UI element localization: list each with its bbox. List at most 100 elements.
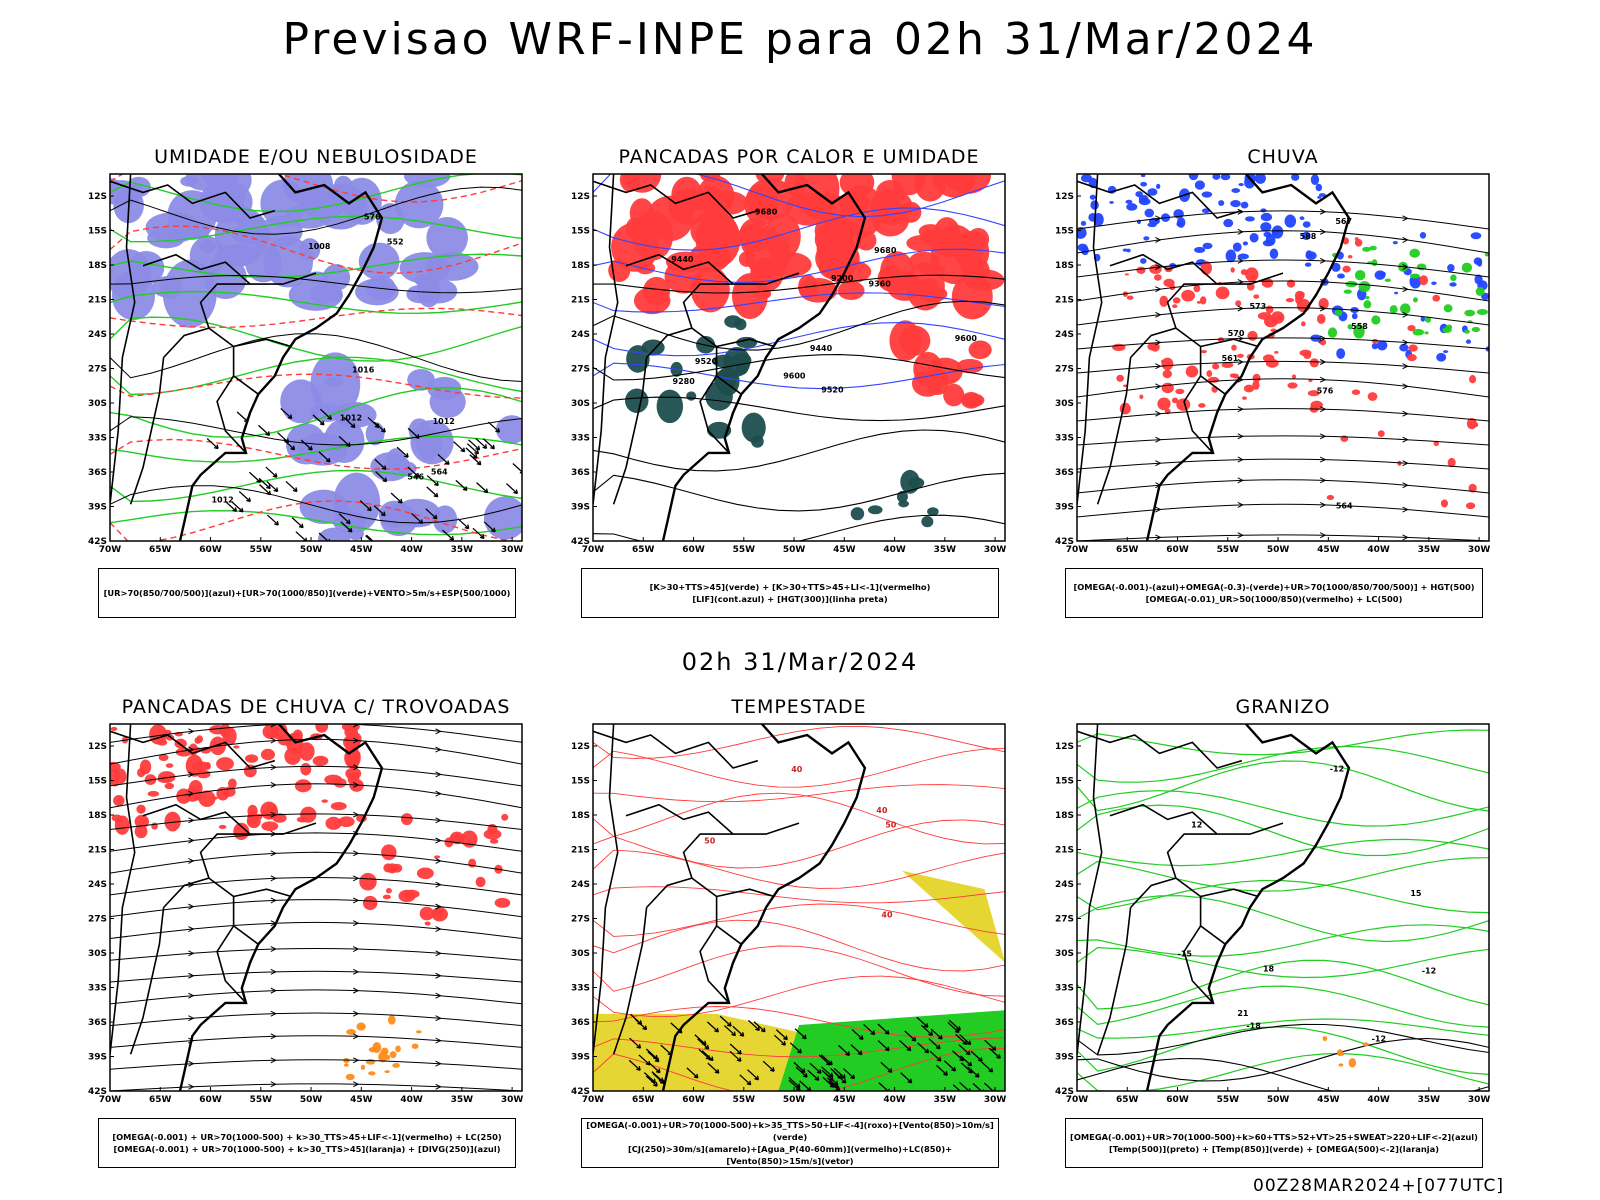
wind-vector bbox=[248, 471, 262, 483]
omega-green bbox=[1484, 252, 1489, 257]
streamline-arrow bbox=[1155, 534, 1162, 541]
wind-vector bbox=[917, 1042, 930, 1054]
lon-tick-label: 70W bbox=[1066, 545, 1089, 555]
omega-blue bbox=[1284, 214, 1297, 228]
lon-tick-label: 30W bbox=[501, 545, 524, 555]
wind-vector bbox=[935, 1064, 948, 1076]
storm-red bbox=[296, 816, 309, 823]
lat-tick-label: 12S bbox=[88, 192, 107, 202]
omega-orange bbox=[1322, 1035, 1328, 1042]
storm-red bbox=[403, 889, 420, 899]
lat-tick-label: 24S bbox=[571, 330, 590, 340]
wind-vector bbox=[482, 438, 495, 450]
green-contour bbox=[110, 290, 522, 315]
lat-tick-label: 24S bbox=[571, 880, 590, 890]
storm-orange bbox=[386, 1054, 391, 1060]
streamline-arrow bbox=[188, 728, 195, 735]
lat-tick-label: 30S bbox=[88, 949, 107, 959]
streamline-arrow bbox=[352, 782, 360, 788]
storm-red bbox=[382, 894, 391, 900]
omega-blue bbox=[1155, 183, 1161, 190]
lon-tick-label: 30W bbox=[501, 1095, 524, 1105]
green-contour bbox=[110, 215, 522, 243]
wind-vector bbox=[426, 486, 439, 498]
omega-red bbox=[1154, 274, 1162, 281]
omega-blue bbox=[1232, 242, 1242, 252]
state-border bbox=[682, 283, 734, 329]
storm-red bbox=[139, 759, 152, 775]
wind-vector bbox=[928, 1038, 941, 1050]
state-border bbox=[1166, 833, 1218, 879]
panel-title: PANCADAS DE CHUVA C/ TROVOADAS bbox=[121, 696, 511, 718]
streamline bbox=[1077, 307, 1489, 326]
instability-shade bbox=[927, 357, 963, 386]
wind-vector bbox=[266, 514, 279, 526]
lat-tick-label: 27S bbox=[1055, 915, 1074, 925]
omega-blue bbox=[1431, 281, 1437, 285]
jet-yellow bbox=[593, 1013, 799, 1091]
instability-shade bbox=[690, 211, 738, 250]
wind-vector bbox=[647, 1051, 660, 1063]
omega-blue bbox=[1379, 271, 1386, 277]
wind-vector bbox=[960, 1062, 973, 1074]
coastline bbox=[661, 724, 867, 1091]
lat-tick-label: 12S bbox=[571, 742, 590, 752]
storm-orange bbox=[411, 1043, 419, 1049]
streamline-arrow bbox=[1402, 482, 1409, 489]
streamline bbox=[110, 1059, 522, 1070]
lon-tick-label: 30W bbox=[984, 1095, 1007, 1105]
lon-tick-label: 40W bbox=[1367, 545, 1390, 555]
political-borders bbox=[1077, 174, 1351, 541]
streamline-arrow bbox=[270, 811, 277, 818]
streamline bbox=[110, 921, 522, 939]
state-border bbox=[593, 180, 759, 219]
wind-vector bbox=[468, 439, 481, 451]
lon-tick-label: 55W bbox=[250, 1095, 273, 1105]
lat-tick-label: 15S bbox=[1055, 227, 1074, 237]
wind-vector bbox=[747, 1019, 760, 1031]
omega-red bbox=[1215, 286, 1230, 300]
streamline bbox=[110, 970, 522, 983]
lon-tick-label: 55W bbox=[1217, 545, 1240, 555]
wind-vector bbox=[365, 534, 378, 541]
k-index-shade bbox=[686, 391, 697, 401]
lif-contour bbox=[593, 362, 1005, 390]
storm-orange bbox=[384, 1070, 390, 1074]
lon-tick-label: 30W bbox=[1468, 545, 1491, 555]
lat-tick-label: 27S bbox=[571, 915, 590, 925]
red-dashed-contour bbox=[110, 373, 522, 399]
instability-shade bbox=[754, 288, 772, 300]
lon-tick-label: 60W bbox=[682, 1095, 705, 1105]
lat-tick-label: 21S bbox=[571, 296, 590, 306]
lon-tick-label: 35W bbox=[934, 545, 957, 555]
storm-red bbox=[362, 895, 378, 911]
omega-red bbox=[1206, 370, 1213, 378]
streamline-arrow bbox=[435, 926, 442, 932]
omega-red bbox=[1291, 374, 1297, 379]
streamline-arrow bbox=[435, 1083, 442, 1090]
omega-green bbox=[1461, 262, 1473, 273]
wind-vector bbox=[753, 1021, 766, 1033]
wind-vector bbox=[472, 527, 485, 539]
contour-label: 588 bbox=[1300, 232, 1317, 241]
omega-red bbox=[1465, 502, 1476, 510]
omega-green bbox=[1369, 245, 1377, 251]
wind-vector bbox=[283, 439, 296, 451]
panel-pancadas-calor: PANCADAS POR CALOR E UMIDADE 12S 15S 18S 21… bbox=[569, 146, 1069, 618]
k-index-shade bbox=[716, 366, 740, 396]
streamline-arrow bbox=[1402, 311, 1409, 318]
omega-blue bbox=[1260, 222, 1272, 232]
wind-vector bbox=[442, 529, 455, 541]
legend-line: [UR>70(850/700/500)](azul)+[UR>70(1000/8… bbox=[103, 588, 511, 598]
water-contour bbox=[593, 849, 1005, 889]
lon-tick-label: 60W bbox=[1166, 1095, 1189, 1105]
lat-tick-label: 15S bbox=[88, 777, 107, 787]
streamline bbox=[1077, 458, 1489, 470]
red-dashed-contour bbox=[110, 307, 522, 329]
green-contour bbox=[110, 469, 522, 503]
lon-tick-label: 35W bbox=[1418, 1095, 1441, 1105]
lat-tick-label: 15S bbox=[571, 777, 590, 787]
omega-red bbox=[1181, 289, 1195, 302]
lon-tick-label: 65W bbox=[1116, 545, 1139, 555]
